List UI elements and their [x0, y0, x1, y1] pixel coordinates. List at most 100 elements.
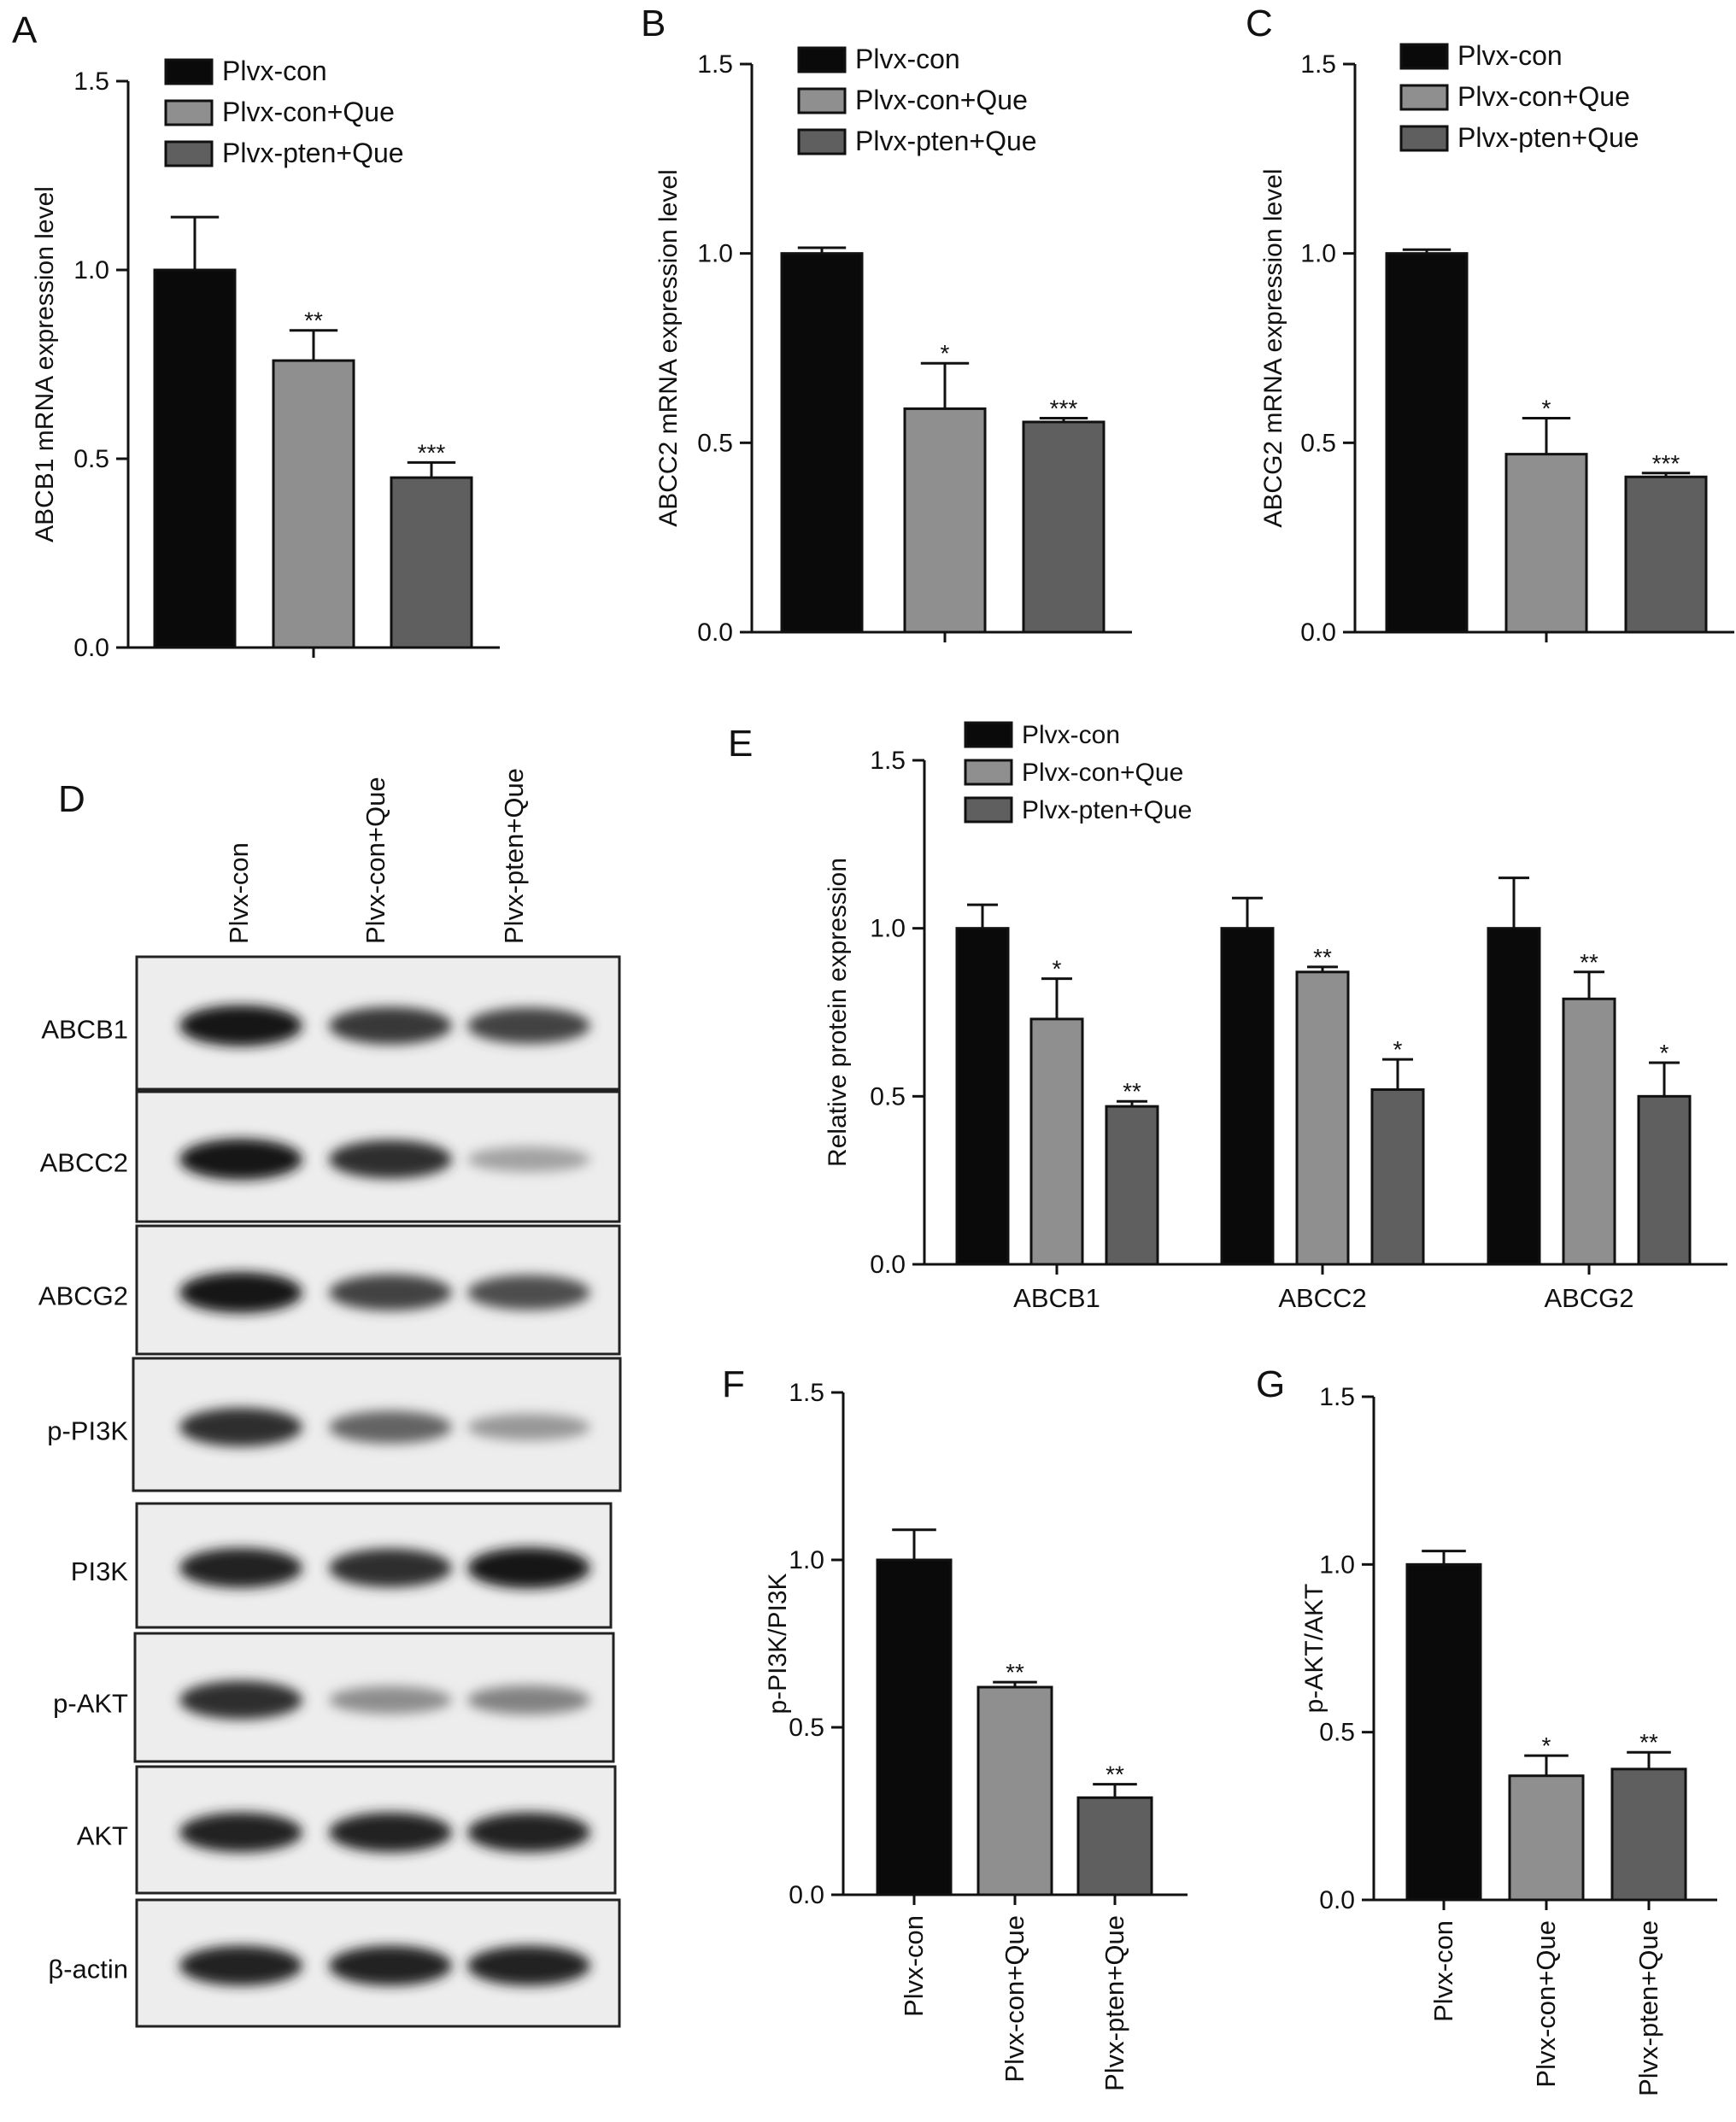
bar-0: [153, 268, 237, 649]
y-tick-label: 1.5: [73, 67, 109, 96]
y-tick-label: 1.0: [789, 1546, 824, 1574]
blot-row-abcb1: ABCB1: [41, 955, 621, 1091]
x-category-label: Plvx-con+Que: [1531, 1920, 1561, 2088]
significance-label: ***: [1652, 450, 1680, 477]
chart-panel-c: C 0.0 0.5 1.0 1.5 ABCG2 mRNA expression level…: [1246, 3, 1734, 647]
band: [329, 1812, 452, 1853]
significance-label: **: [1106, 1761, 1124, 1788]
panel-letter: C: [1246, 3, 1273, 44]
band: [467, 1945, 590, 1986]
legend: Plvx-con Plvx-con+Que Plvx-pten+Que: [164, 56, 404, 168]
chart-panel-g: G 0.0 0.5 1.0 1.5 p-AKT/AKT Plvx-con * Plvx-con+…: [1256, 1363, 1717, 2096]
lane-label: Plvx-pten+Que: [499, 768, 529, 944]
bar-0: [1385, 252, 1469, 634]
band: [329, 1548, 452, 1587]
panel-letter: F: [722, 1363, 745, 1405]
chart-panel-b: B 0.0 0.5 1.0 1.5 ABCC2 mRNA expression level…: [641, 3, 1132, 647]
y-axis-title: ABCG2 mRNA expression level: [1259, 168, 1287, 527]
legend-swatch: [164, 99, 214, 126]
band: [329, 1685, 452, 1715]
x-category-label: ABCC2: [1278, 1283, 1366, 1313]
legend-swatch: [1399, 84, 1449, 111]
legend-entry: Plvx-con+Que: [855, 85, 1028, 115]
western-blot-panel: D Plvx-con Plvx-con+Que Plvx-pten+Que ABCB1 A…: [38, 768, 622, 2028]
blot-row-label: ABCG2: [38, 1281, 128, 1311]
band: [467, 1007, 590, 1044]
significance-label: *: [1542, 1732, 1551, 1759]
significance-label: *: [941, 340, 950, 366]
significance-label: *: [1660, 1040, 1669, 1066]
blot-row-actin: β-actin: [48, 1898, 621, 2028]
significance-label: **: [304, 308, 323, 334]
chart-panel-a: A 0.0 0.5 1.0 1.5 ABCB1 mRNA expression level…: [12, 9, 500, 662]
y-tick-label: 0.5: [870, 1082, 906, 1111]
bar-2: [390, 476, 473, 649]
y-tick-label: 0.5: [789, 1714, 824, 1742]
bar-abcc2-0: [1220, 927, 1275, 1266]
y-tick-label: 0.5: [1300, 429, 1336, 457]
significance-label: **: [1639, 1729, 1658, 1756]
legend-swatch: [164, 140, 214, 167]
y-tick-label: 1.5: [789, 1379, 824, 1407]
panel-letter: B: [641, 3, 666, 44]
y-tick-label: 0.0: [697, 618, 733, 647]
y-tick-label: 1.5: [1300, 50, 1336, 79]
legend-entry: Plvx-pten+Que: [855, 126, 1037, 156]
blot-row-label: β-actin: [48, 1954, 128, 1984]
band: [179, 1272, 302, 1313]
panel-letter: D: [58, 778, 85, 820]
bar-abcg2-2: [1637, 1094, 1692, 1266]
y-tick-label: 0.5: [697, 429, 733, 457]
y-tick-label: 1.5: [1319, 1383, 1355, 1411]
panel-letter: E: [728, 723, 753, 765]
bar-abcg2-1: [1562, 997, 1616, 1266]
band: [467, 1146, 590, 1172]
y-tick-label: 1.5: [870, 747, 906, 775]
x-category-label: ABCB1: [1013, 1283, 1100, 1313]
bar-abcb1-2: [1105, 1105, 1159, 1266]
bar-1: [1508, 1774, 1585, 1902]
y-tick-label: 0.5: [73, 445, 109, 473]
significance-label: **: [1580, 949, 1598, 976]
legend: Plvx-con Plvx-con+Que Plvx-pten+Que: [797, 44, 1037, 156]
blot-row-ppi3k: p-PI3K: [47, 1357, 622, 1492]
panel-letter: G: [1256, 1363, 1285, 1405]
bar-abcb1-0: [955, 927, 1010, 1266]
significance-label: ***: [1050, 396, 1078, 422]
y-tick-label: 1.0: [1319, 1550, 1355, 1579]
legend: Plvx-con Plvx-con+Que Plvx-pten+Que: [1399, 40, 1639, 153]
y-tick-label: 1.0: [870, 915, 906, 943]
bar-2: [1076, 1796, 1153, 1896]
legend-swatch: [964, 759, 1013, 786]
legend-swatch: [164, 58, 214, 85]
bar-0: [1405, 1562, 1482, 1902]
bar-1: [976, 1685, 1053, 1896]
legend-swatch: [964, 796, 1013, 824]
band: [179, 1812, 302, 1853]
legend-entry: Plvx-con: [222, 56, 327, 86]
band: [329, 1006, 452, 1045]
band: [179, 1408, 302, 1447]
legend-swatch: [797, 128, 847, 155]
lane-label: Plvx-con: [224, 842, 254, 944]
y-tick-label: 1.0: [697, 240, 733, 268]
y-tick-label: 0.0: [73, 634, 109, 662]
legend-swatch: [797, 87, 847, 114]
band: [467, 1275, 590, 1310]
band: [179, 1945, 302, 1986]
bar-2: [1624, 475, 1708, 634]
blot-row-label: ABCB1: [41, 1014, 128, 1044]
band: [329, 1274, 452, 1311]
bar-2: [1610, 1767, 1687, 1902]
bar-0: [876, 1558, 953, 1896]
band: [329, 1140, 452, 1179]
legend-swatch: [964, 721, 1013, 748]
chart-panel-e: E 0.0 0.5 1.0 1.5 Relative protein expression…: [728, 721, 1727, 1313]
bar-1: [272, 359, 355, 649]
band: [329, 1410, 452, 1444]
band: [179, 1139, 302, 1181]
y-tick-label: 0.0: [1319, 1886, 1355, 1914]
legend-entry: Plvx-pten+Que: [1022, 796, 1192, 824]
y-tick-label: 1.5: [697, 50, 733, 79]
